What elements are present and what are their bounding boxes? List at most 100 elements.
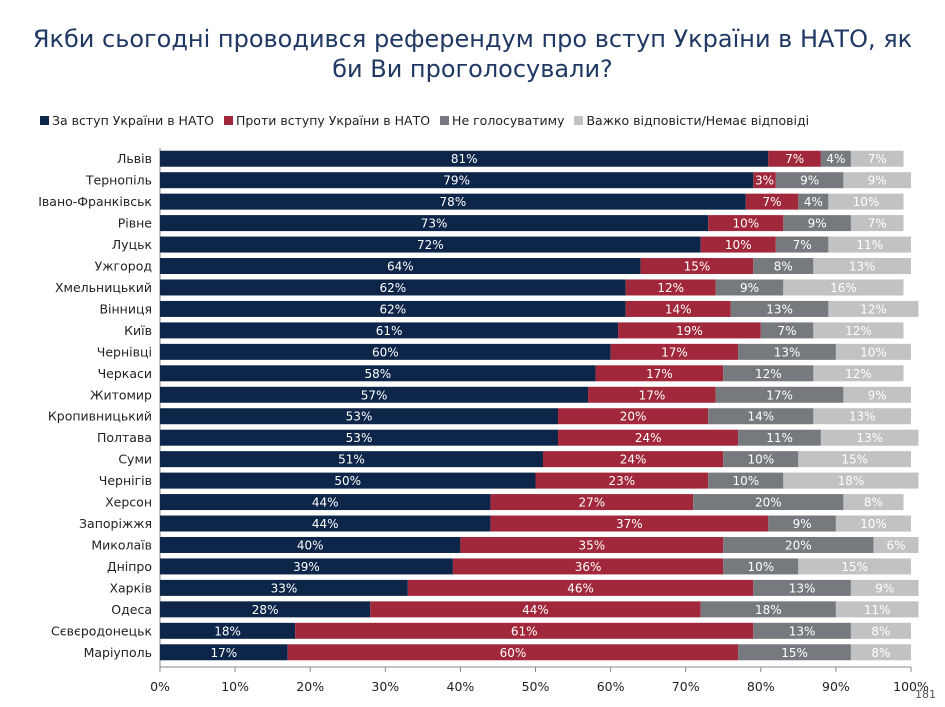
bar-segment [160,601,371,618]
category-label: Житомир [90,387,152,402]
bar-segment [160,429,559,446]
bar-segment [295,622,754,639]
data-label: 73% [421,217,448,231]
bar-segment [160,172,754,189]
legend-item-not-vote: Не голосуватиму [440,113,565,128]
data-label: 15% [841,453,868,467]
data-label: 9% [800,174,819,188]
data-label: 60% [500,646,527,660]
data-label: 17% [766,388,793,402]
data-label: 10% [732,474,759,488]
data-label: 12% [755,367,782,381]
data-label: 11% [864,603,891,617]
data-label: 13% [766,302,793,316]
data-label: 14% [747,410,774,424]
data-label: 7% [793,238,812,252]
data-label: 4% [826,152,845,166]
bar-segment [558,429,739,446]
data-label: 20% [755,496,782,510]
bar-segment [753,172,776,189]
data-label: 10% [747,453,774,467]
bar-segment [490,494,694,511]
x-tick-label: 80% [747,679,775,694]
x-tick-label: 20% [296,679,324,694]
category-label: Луцьк [112,237,153,252]
bar-segment [843,172,911,189]
bar-segment [160,386,589,403]
x-tick-label: 60% [597,679,625,694]
data-label: 53% [346,431,373,445]
data-label: 9% [875,581,894,595]
data-label: 13% [789,581,816,595]
bar-segment [798,558,911,575]
data-label: 60% [372,345,399,359]
data-label: 7% [868,152,887,166]
bar-segment [753,622,851,639]
bar-segment [160,622,296,639]
category-label: Рівне [118,216,153,231]
category-label: Тернопіль [85,173,152,188]
bar-segment [850,150,904,167]
data-label: 33% [271,581,298,595]
category-label: Івано-Франківськ [38,194,152,209]
bar-segment [723,365,814,382]
data-label: 7% [778,324,797,338]
data-label: 9% [808,217,827,231]
bar-segment [708,408,814,425]
bar-segment [610,343,739,360]
bar-segment [460,536,724,553]
x-tick-label: 70% [672,679,700,694]
data-label: 79% [443,174,470,188]
bar-segment [775,236,829,253]
bar-segment [723,451,799,468]
x-tick-label: 0% [150,679,170,694]
category-label: Чернівці [97,344,152,359]
bar-segment [753,258,814,275]
bar-segment [160,408,559,425]
data-label: 17% [210,646,237,660]
data-label: 61% [376,324,403,338]
data-label: 17% [646,367,673,381]
category-label: Вінниця [99,301,152,316]
bar-segment [490,515,769,532]
bar-segment [828,300,919,317]
data-label: 10% [860,517,887,531]
data-label: 46% [567,581,594,595]
data-label: 44% [312,496,339,510]
bar-segment [768,515,836,532]
data-label: 36% [575,560,602,574]
legend-swatch-against [223,116,233,125]
category-label: Львів [117,151,152,166]
category-label: Полтава [97,430,152,445]
bar-segment [535,472,709,489]
bar-segment [768,150,821,167]
data-label: 62% [379,281,406,295]
data-label: 15% [684,260,711,274]
bar-segment [813,365,904,382]
bar-segment [160,300,626,317]
data-label: 28% [252,603,279,617]
bar-segment [850,579,919,596]
bar-segment [543,451,724,468]
data-label: 13% [856,431,883,445]
data-label: 8% [871,624,890,638]
bar-segment [625,279,716,296]
data-label: 18% [755,603,782,617]
legend-item-hard-to-say: Важко відповісти/Немає відповіді [574,113,809,128]
data-label: 78% [440,195,467,209]
bar-segment [730,300,829,317]
legend-swatch-for [40,116,49,125]
data-label: 10% [725,238,752,252]
chart-title-line-1: Якби сьогодні проводився референдум про … [32,25,913,53]
bar-segment [588,386,716,403]
data-label: 16% [830,281,857,295]
data-label: 7% [785,152,804,166]
data-label: 40% [297,538,324,552]
bar-segment [738,429,821,446]
data-label: 15% [841,560,868,574]
bar-segment [753,579,851,596]
chart-legend: За вступ України в НАТО Проти вступу Укр… [40,113,920,128]
data-label: 17% [661,345,688,359]
